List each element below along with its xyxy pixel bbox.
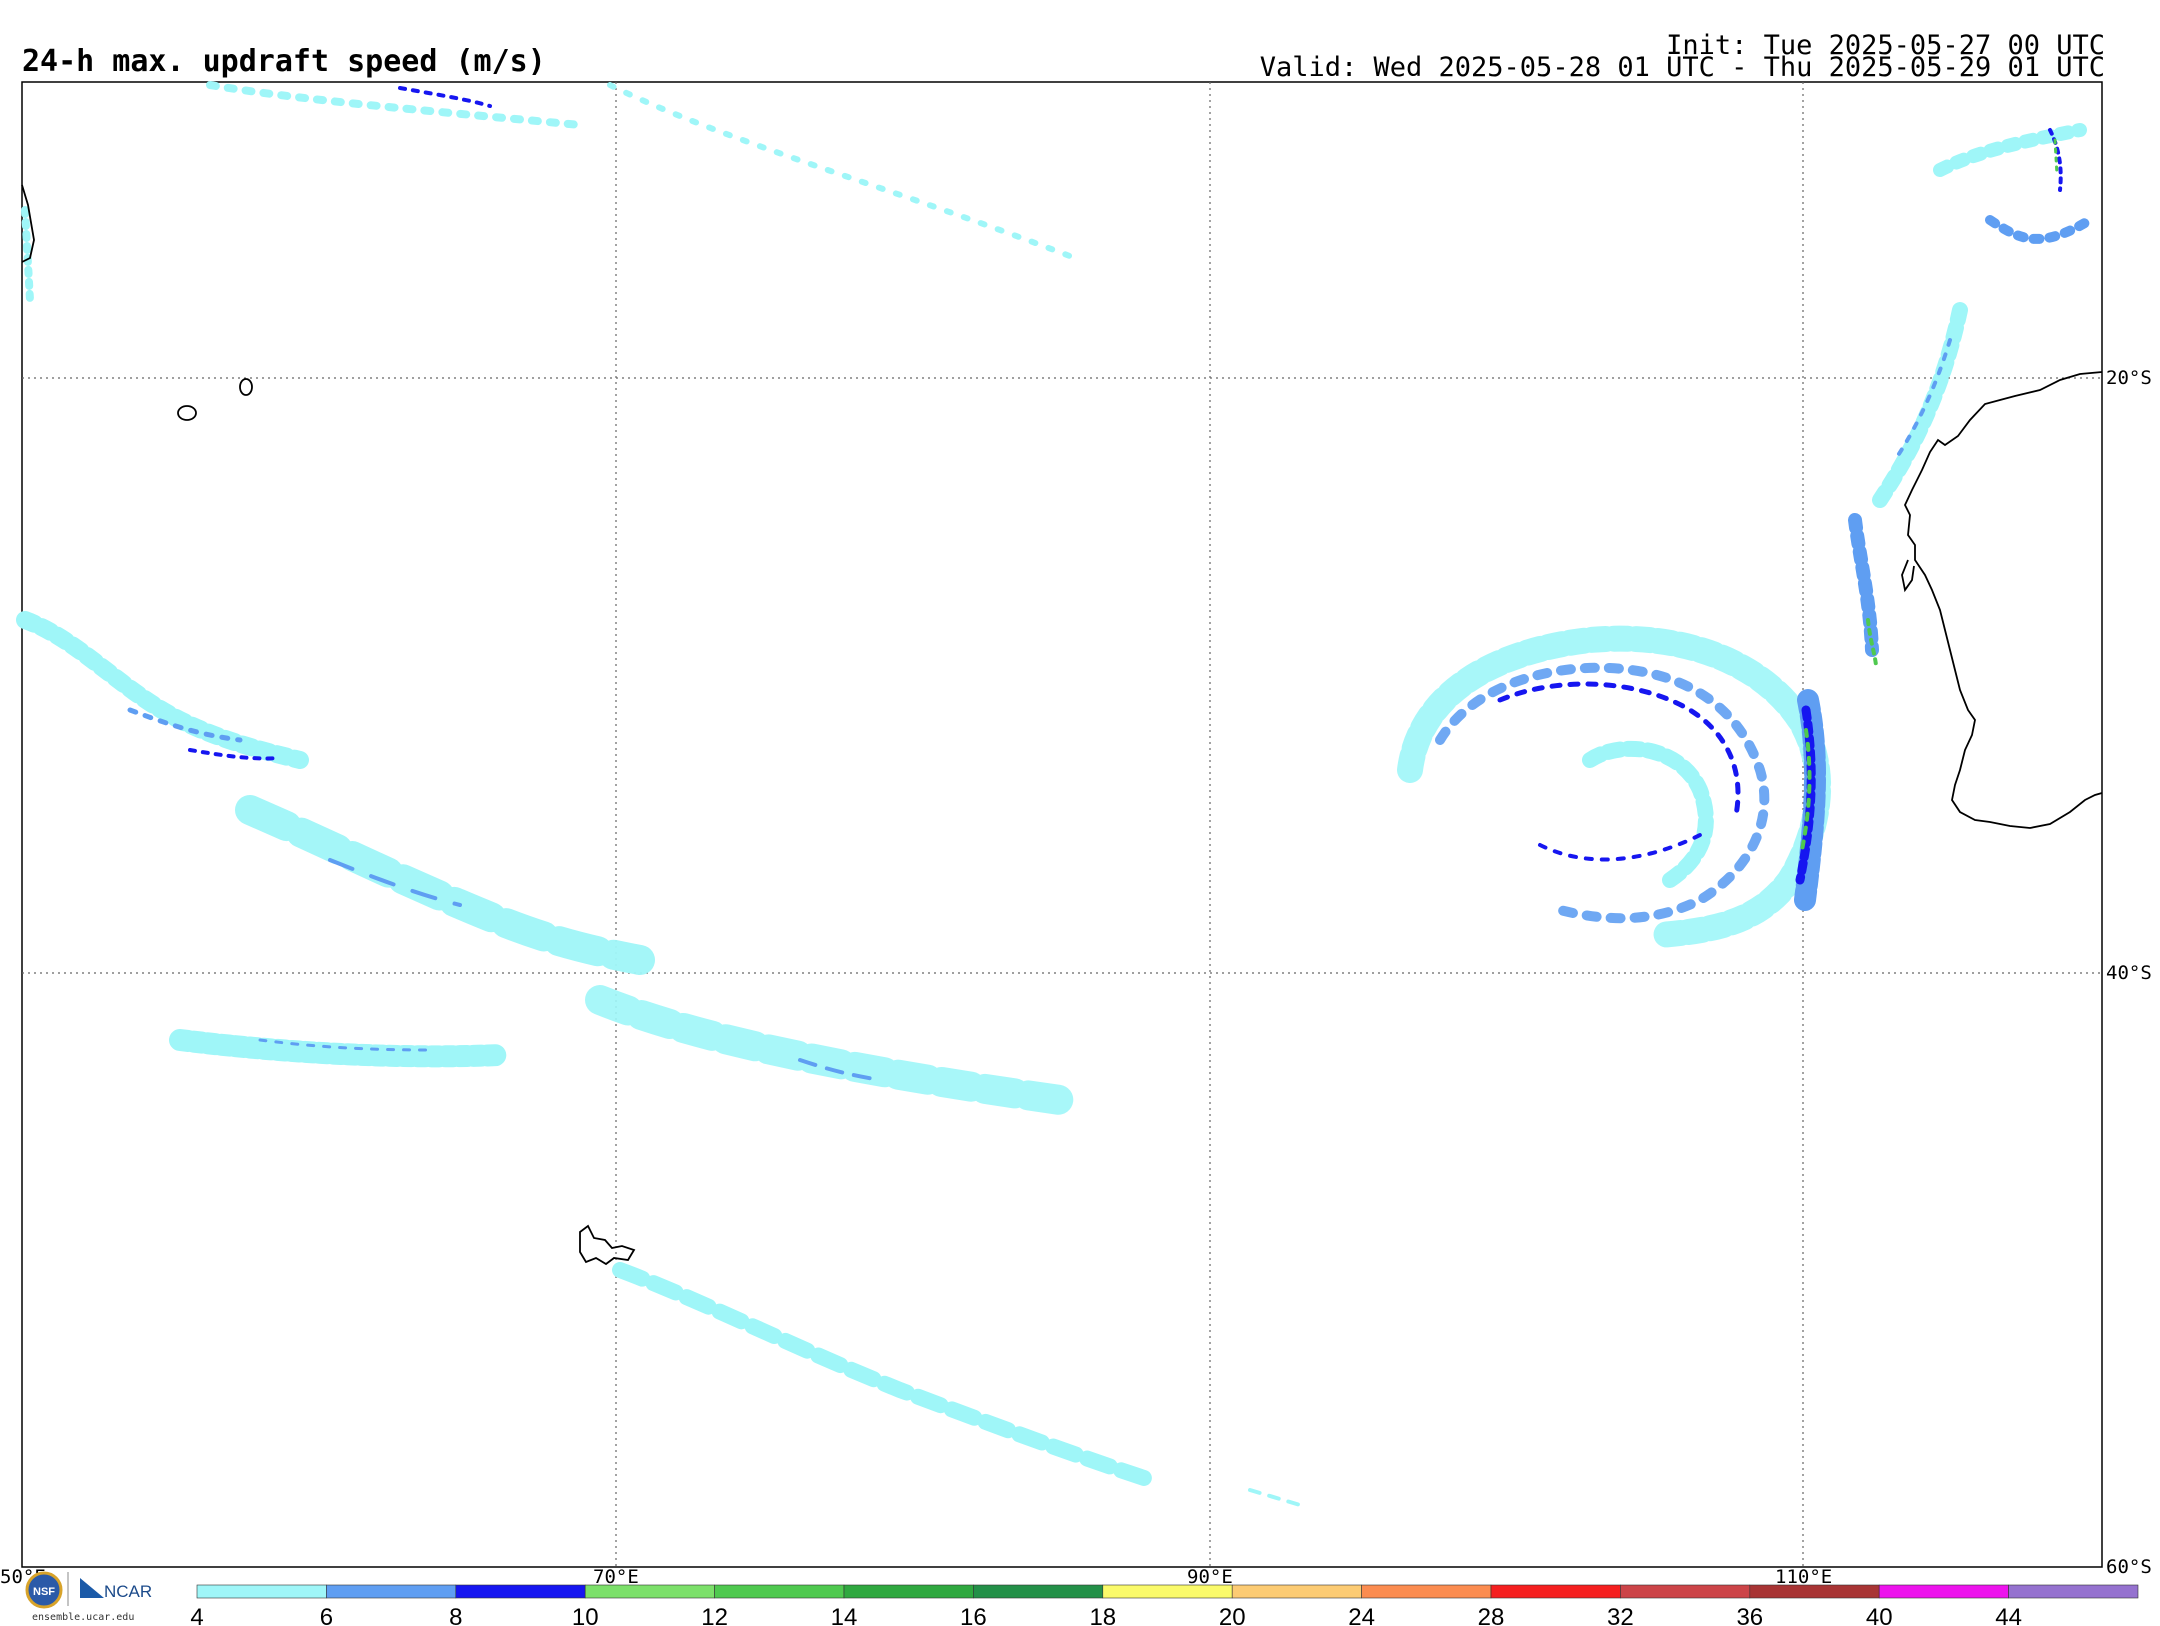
colorbar-tick-label: 16 xyxy=(960,1604,987,1626)
colorbar-swatch xyxy=(1362,1585,1491,1598)
colorbar-tick-label: 4 xyxy=(190,1604,203,1626)
colorbar-swatch xyxy=(1879,1585,2008,1598)
coast-shark-bay xyxy=(1902,560,1914,590)
colorbar-tick-label: 18 xyxy=(1089,1604,1116,1626)
colorbar-tick-label: 14 xyxy=(831,1604,858,1626)
colorbar-swatch xyxy=(1620,1585,1749,1598)
colorbar-tick-label: 36 xyxy=(1736,1604,1763,1626)
nsf-logo-text: NSF xyxy=(33,1586,55,1598)
coast-island-kerguelen xyxy=(580,1226,634,1264)
updraft-field xyxy=(25,85,2090,1505)
ncar-logo-text: NCAR xyxy=(104,1582,152,1601)
colorbar-tick-label: 40 xyxy=(1866,1604,1893,1626)
colorbar-swatch xyxy=(715,1585,844,1598)
colorbar-swatch xyxy=(197,1585,326,1598)
ncar-logo-icon xyxy=(80,1578,104,1598)
colorbar-tick-label: 20 xyxy=(1219,1604,1246,1626)
western-features xyxy=(25,210,300,760)
colorbar-swatch xyxy=(973,1585,1102,1598)
lat-label-60s: 60°S xyxy=(2106,1556,2152,1578)
colorbar-tick-label: 32 xyxy=(1607,1604,1634,1626)
colorbar-swatch xyxy=(456,1585,585,1598)
colorbar-tick-label: 24 xyxy=(1348,1604,1375,1626)
lat-label-20s: 20°S xyxy=(2106,367,2152,389)
colorbar-swatch xyxy=(2009,1585,2138,1598)
colorbar-swatch xyxy=(1232,1585,1361,1598)
graticule xyxy=(22,82,2102,1567)
coast-australia xyxy=(1905,372,2102,828)
colorbar-tick-label: 12 xyxy=(701,1604,728,1626)
cyclone-spiral xyxy=(1410,639,1818,935)
colorbar-tick-label: 44 xyxy=(1995,1604,2022,1626)
frontal-band xyxy=(180,810,1060,1100)
coast-island-reunion xyxy=(178,406,196,420)
logo-group: NSF NCAR ensemble.ucar.edu xyxy=(27,1572,152,1623)
lon-label-70e: 70°E xyxy=(593,1566,639,1588)
coast-island-mauritius xyxy=(240,379,252,395)
northeast-cluster xyxy=(1940,130,2090,239)
lon-label-90e: 90°E xyxy=(1187,1566,1233,1588)
colorbar-tick-label: 6 xyxy=(320,1604,333,1626)
lon-label-110e: 110°E xyxy=(1775,1566,1832,1588)
colorbar-tick-label: 8 xyxy=(449,1604,462,1626)
convective-band xyxy=(1800,310,1960,900)
logo-credit: ensemble.ucar.edu xyxy=(32,1612,134,1623)
colorbar-swatch xyxy=(1750,1585,1879,1598)
colorbar-swatch xyxy=(844,1585,973,1598)
map-frame xyxy=(22,82,2102,1567)
colorbar-swatch xyxy=(1103,1585,1232,1598)
colorbar-swatch xyxy=(1491,1585,1620,1598)
colorbar-tick-label: 28 xyxy=(1478,1604,1505,1626)
lat-label-40s: 40°S xyxy=(2106,962,2152,984)
colorbar-tick-label: 10 xyxy=(572,1604,599,1626)
colorbar: 4 6 8 10 12 14 16 18 20 24 28 32 36 40 44 xyxy=(190,1585,2138,1626)
colorbar-swatch xyxy=(585,1585,714,1598)
colorbar-swatch xyxy=(326,1585,455,1598)
southern-trail xyxy=(620,1270,1300,1505)
northwest-streaks xyxy=(210,85,1080,260)
